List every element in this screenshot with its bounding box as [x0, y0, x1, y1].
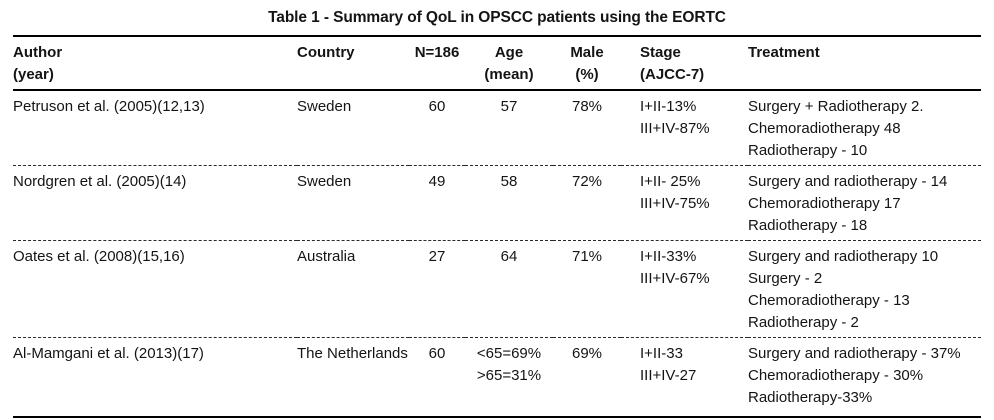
cell-n: 60: [428, 345, 446, 362]
header-male-pct: Male (%): [570, 44, 604, 83]
cell-author: Petruson et al. (2005)(12,13): [13, 98, 205, 115]
qol-summary-table: Author (year) Country N=186 Age (mean) M…: [13, 35, 981, 418]
header-treatment: Treatment: [748, 44, 820, 61]
cell-treatment: Surgery + Radiotherapy 2. Chemoradiother…: [748, 98, 924, 159]
header-author-year: Author (year): [13, 44, 63, 83]
cell-stage: I+II- 25% III+IV-75%: [640, 173, 710, 212]
cell-male: 72%: [571, 173, 603, 190]
table-row-petruson: Petruson et al. (2005)(12,13) Sweden 60 …: [13, 90, 981, 166]
cell-author: Oates et al. (2008)(15,16): [13, 248, 185, 265]
cell-male: 71%: [571, 248, 603, 265]
table-row-oates: Oates et al. (2008)(15,16) Australia 27 …: [13, 241, 981, 338]
table-row-almamgani: Al-Mamgani et al. (2013)(17) The Netherl…: [13, 338, 981, 417]
cell-country: Sweden: [297, 173, 352, 190]
cell-n: 27: [428, 248, 446, 265]
table-row-nordgren: Nordgren et al. (2005)(14) Sweden 49 58 …: [13, 166, 981, 241]
cell-age: 64: [500, 248, 518, 265]
cell-treatment: Surgery and radiotherapy 10 Surgery - 2 …: [748, 248, 939, 331]
header-n: N=186: [414, 44, 460, 61]
cell-male: 69%: [571, 345, 603, 362]
cell-treatment: Surgery and radiotherapy - 37% Chemoradi…: [748, 345, 961, 406]
cell-country: The Netherlands: [297, 345, 408, 362]
cell-author: Al-Mamgani et al. (2013)(17): [13, 345, 204, 362]
cell-n: 49: [428, 173, 446, 190]
cell-n: 60: [428, 98, 446, 115]
cell-stage: I+II-33% III+IV-67%: [640, 248, 710, 287]
header-row: Author (year) Country N=186 Age (mean) M…: [13, 36, 981, 90]
cell-age: <65=69% >65=31%: [476, 345, 542, 384]
cell-stage: I+II-13% III+IV-87%: [640, 98, 710, 137]
header-age-mean: Age (mean): [484, 44, 534, 83]
cell-treatment: Surgery and radiotherapy - 14 Chemoradio…: [748, 173, 948, 234]
header-country: Country: [297, 44, 355, 61]
cell-male: 78%: [571, 98, 603, 115]
cell-age: 57: [500, 98, 518, 115]
cell-author: Nordgren et al. (2005)(14): [13, 173, 187, 190]
table-title: Table 1 - Summary of QoL in OPSCC patien…: [268, 9, 726, 26]
cell-age: 58: [500, 173, 518, 190]
cell-country: Sweden: [297, 98, 352, 115]
cell-stage: I+II-33 III+IV-27: [640, 345, 697, 384]
cell-country: Australia: [297, 248, 356, 265]
header-stage-ajcc: Stage (AJCC-7): [640, 44, 705, 83]
